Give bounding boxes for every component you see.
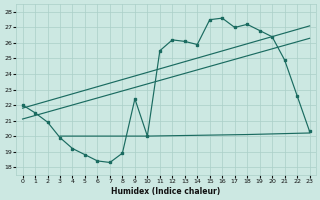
X-axis label: Humidex (Indice chaleur): Humidex (Indice chaleur) [111, 187, 221, 196]
